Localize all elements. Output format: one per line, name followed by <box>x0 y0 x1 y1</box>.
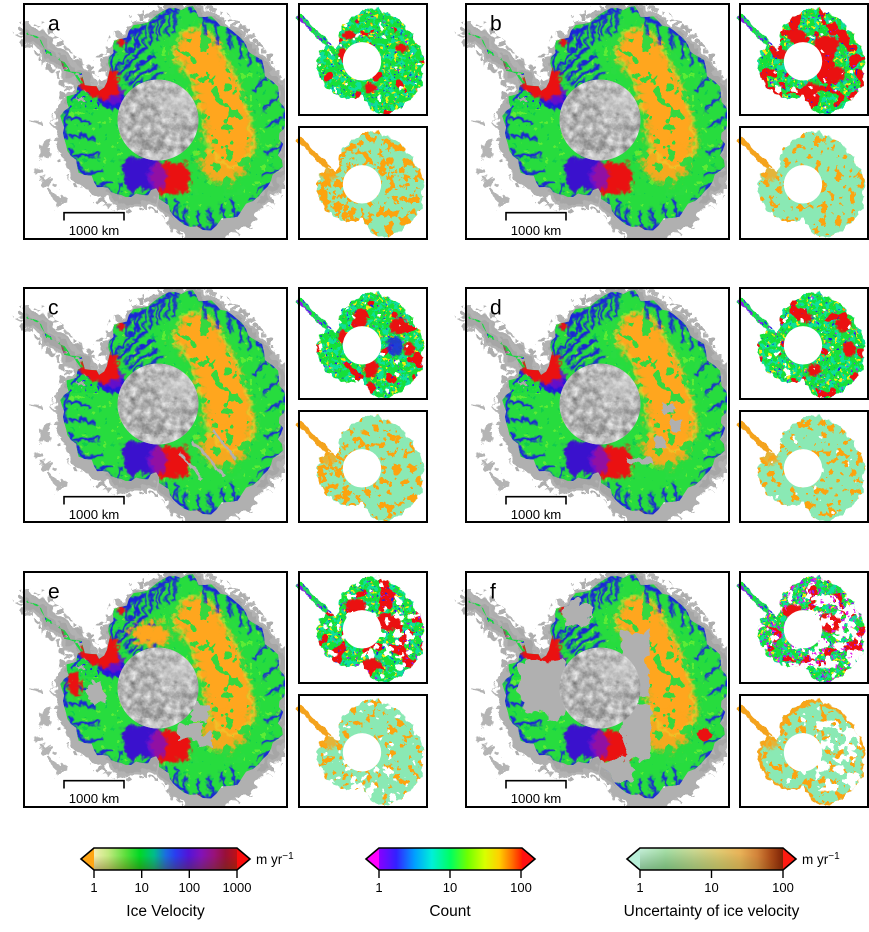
svg-text:10: 10 <box>704 880 718 895</box>
svg-text:c: c <box>48 297 59 320</box>
svg-text:1: 1 <box>636 880 643 895</box>
svg-text:1000 km: 1000 km <box>511 223 562 238</box>
svg-text:1000 km: 1000 km <box>69 223 120 238</box>
svg-text:Count: Count <box>429 903 471 920</box>
svg-text:1: 1 <box>90 880 97 895</box>
svg-text:10: 10 <box>443 880 457 895</box>
svg-text:f: f <box>490 581 496 604</box>
svg-text:1000 km: 1000 km <box>69 507 120 522</box>
svg-text:10: 10 <box>134 880 148 895</box>
svg-text:Uncertainty of ice velocity: Uncertainty of ice velocity <box>624 903 800 920</box>
svg-text:e: e <box>48 581 60 604</box>
svg-text:b: b <box>490 13 502 36</box>
svg-text:1000: 1000 <box>223 880 252 895</box>
svg-text:1000 km: 1000 km <box>511 791 562 806</box>
svg-text:1000 km: 1000 km <box>69 791 120 806</box>
svg-text:100: 100 <box>178 880 200 895</box>
svg-text:100: 100 <box>772 880 794 895</box>
svg-text:d: d <box>490 297 502 320</box>
svg-text:Ice Velocity: Ice Velocity <box>126 903 205 920</box>
svg-text:1: 1 <box>375 880 382 895</box>
svg-text:1000 km: 1000 km <box>511 507 562 522</box>
svg-text:a: a <box>48 13 60 36</box>
svg-text:100: 100 <box>510 880 532 895</box>
